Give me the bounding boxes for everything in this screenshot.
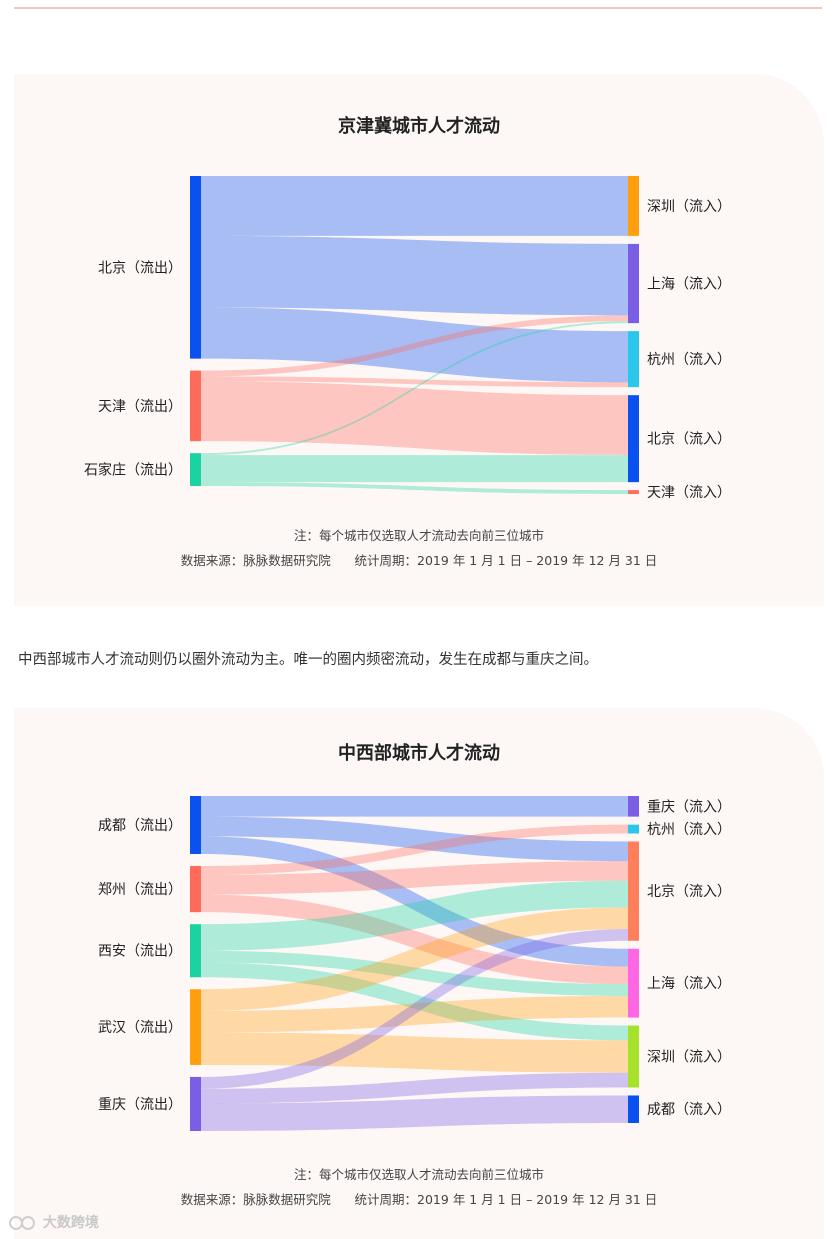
source-node-bar [190,453,201,486]
source-node-label: 成都（流出） [98,818,182,834]
sankey-links [201,176,628,494]
target-node-label: 北京（流入） [647,432,731,448]
sankey-link [201,907,628,1011]
sankey-link [201,176,628,236]
source-node-bar [190,796,201,854]
watermark: 大数跨境 [8,1212,99,1232]
target-node-label: 杭州（流入） [647,352,731,368]
sankey-link [201,950,628,996]
target-node-bar [628,331,639,388]
chart-title: 京津冀城市人才流动 [338,116,500,137]
sankey-chart-jingjinji: 北京（流出） 天津（流出） 石家庄（流出） 深圳（流入） 上海（流入） 杭州（流入） 北京（… [84,176,731,501]
watermark-logo-icon [9,1216,35,1230]
target-node-bar [628,490,639,494]
source-node-label: 郑州（流出） [98,882,182,898]
source-node-label: 西安（流出） [98,944,182,960]
sankey-link [201,1072,628,1104]
chart-source: 数据来源：脉脉数据研究院 统计周期：2019 年 1 月 1 日 – 2019 … [180,1192,658,1207]
source-node-bar [190,924,201,978]
watermark-text: 大数跨境 [42,1215,99,1231]
source-node-bar [190,989,201,1065]
target-node-bar [628,1095,639,1123]
source-node-bar [190,370,201,442]
sankey-link [201,796,628,817]
target-node-bar [628,841,639,941]
target-node-bar [628,1025,639,1088]
sankey-links [201,796,628,1131]
source-node-bar [190,865,201,913]
chart-note: 注：每个城市仅选取人才流动去向前三位城市 [293,528,544,543]
chart-title: 中西部城市人才流动 [338,743,500,764]
source-node-label: 武汉（流出） [98,1020,182,1036]
sankey-link [201,880,628,951]
target-node-bar [628,395,639,483]
sankey-link [201,482,628,494]
target-node-label: 成都（流入） [647,1102,731,1118]
sankey-link [201,376,628,388]
sankey-link [201,381,628,456]
target-node-label: 深圳（流入） [647,1050,731,1066]
source-node-label: 天津（流出） [98,399,182,415]
target-node-label: 重庆（流入） [647,799,731,815]
source-node-label: 重庆（流出） [98,1097,182,1113]
sankey-link [201,894,628,985]
sankey-link [201,1095,628,1131]
chart-card-jingjinji: 京津冀城市人才流动 北京（流出） 天津（流出） 石家庄（流出） 深圳（流入） 上海（流入… [14,74,824,606]
top-divider [14,7,822,9]
chart-source: 数据来源：脉脉数据研究院 统计周期：2019 年 1 月 1 日 – 2019 … [180,553,658,568]
sankey-link [201,928,628,1089]
target-node-bar [628,948,639,1018]
sankey-link [201,816,628,862]
sankey-link [201,962,628,1041]
chart-note: 注：每个城市仅选取人才流动去向前三位城市 [293,1167,544,1182]
sankey-link [201,995,628,1033]
source-node-label: 北京（流出） [98,260,182,276]
target-node-label: 深圳（流入） [647,199,731,215]
target-node-bar [628,243,639,324]
sankey-link [201,307,628,383]
target-node-label: 天津（流入） [647,485,731,501]
sankey-link [201,836,628,967]
target-node-label: 杭州（流入） [647,822,731,838]
sankey-link [201,1032,628,1073]
sankey-link [201,824,628,875]
sankey-chart-central-west: 成都（流出） 郑州（流出） 西安（流出） 武汉（流出） 重庆（流出） 重庆（流入） 杭州（流… [98,796,731,1131]
source-node-bar [190,176,201,359]
target-node-label: 上海（流入） [647,277,731,293]
target-node-bar [628,824,639,834]
sankey-link [201,455,628,483]
source-node-bar [190,1076,201,1131]
chart-card-central-west: 中西部城市人才流动 成都（流出） 郑州（流出） 西安（流出） 武汉（流出） 重庆（流出）… [14,708,824,1239]
target-node-bar [628,796,639,817]
target-node-label: 上海（流入） [647,976,731,992]
sankey-link [201,315,628,377]
body-paragraph: 中西部城市人才流动则仍以圈外流动为主。唯一的圈内频密流动，发生在成都与重庆之间。 [18,652,598,668]
source-node-label: 石家庄（流出） [84,462,182,479]
target-node-label: 北京（流入） [647,884,731,900]
sankey-link [201,235,628,316]
target-node-bar [628,176,639,236]
sankey-link [201,321,628,456]
sankey-link [201,861,628,895]
